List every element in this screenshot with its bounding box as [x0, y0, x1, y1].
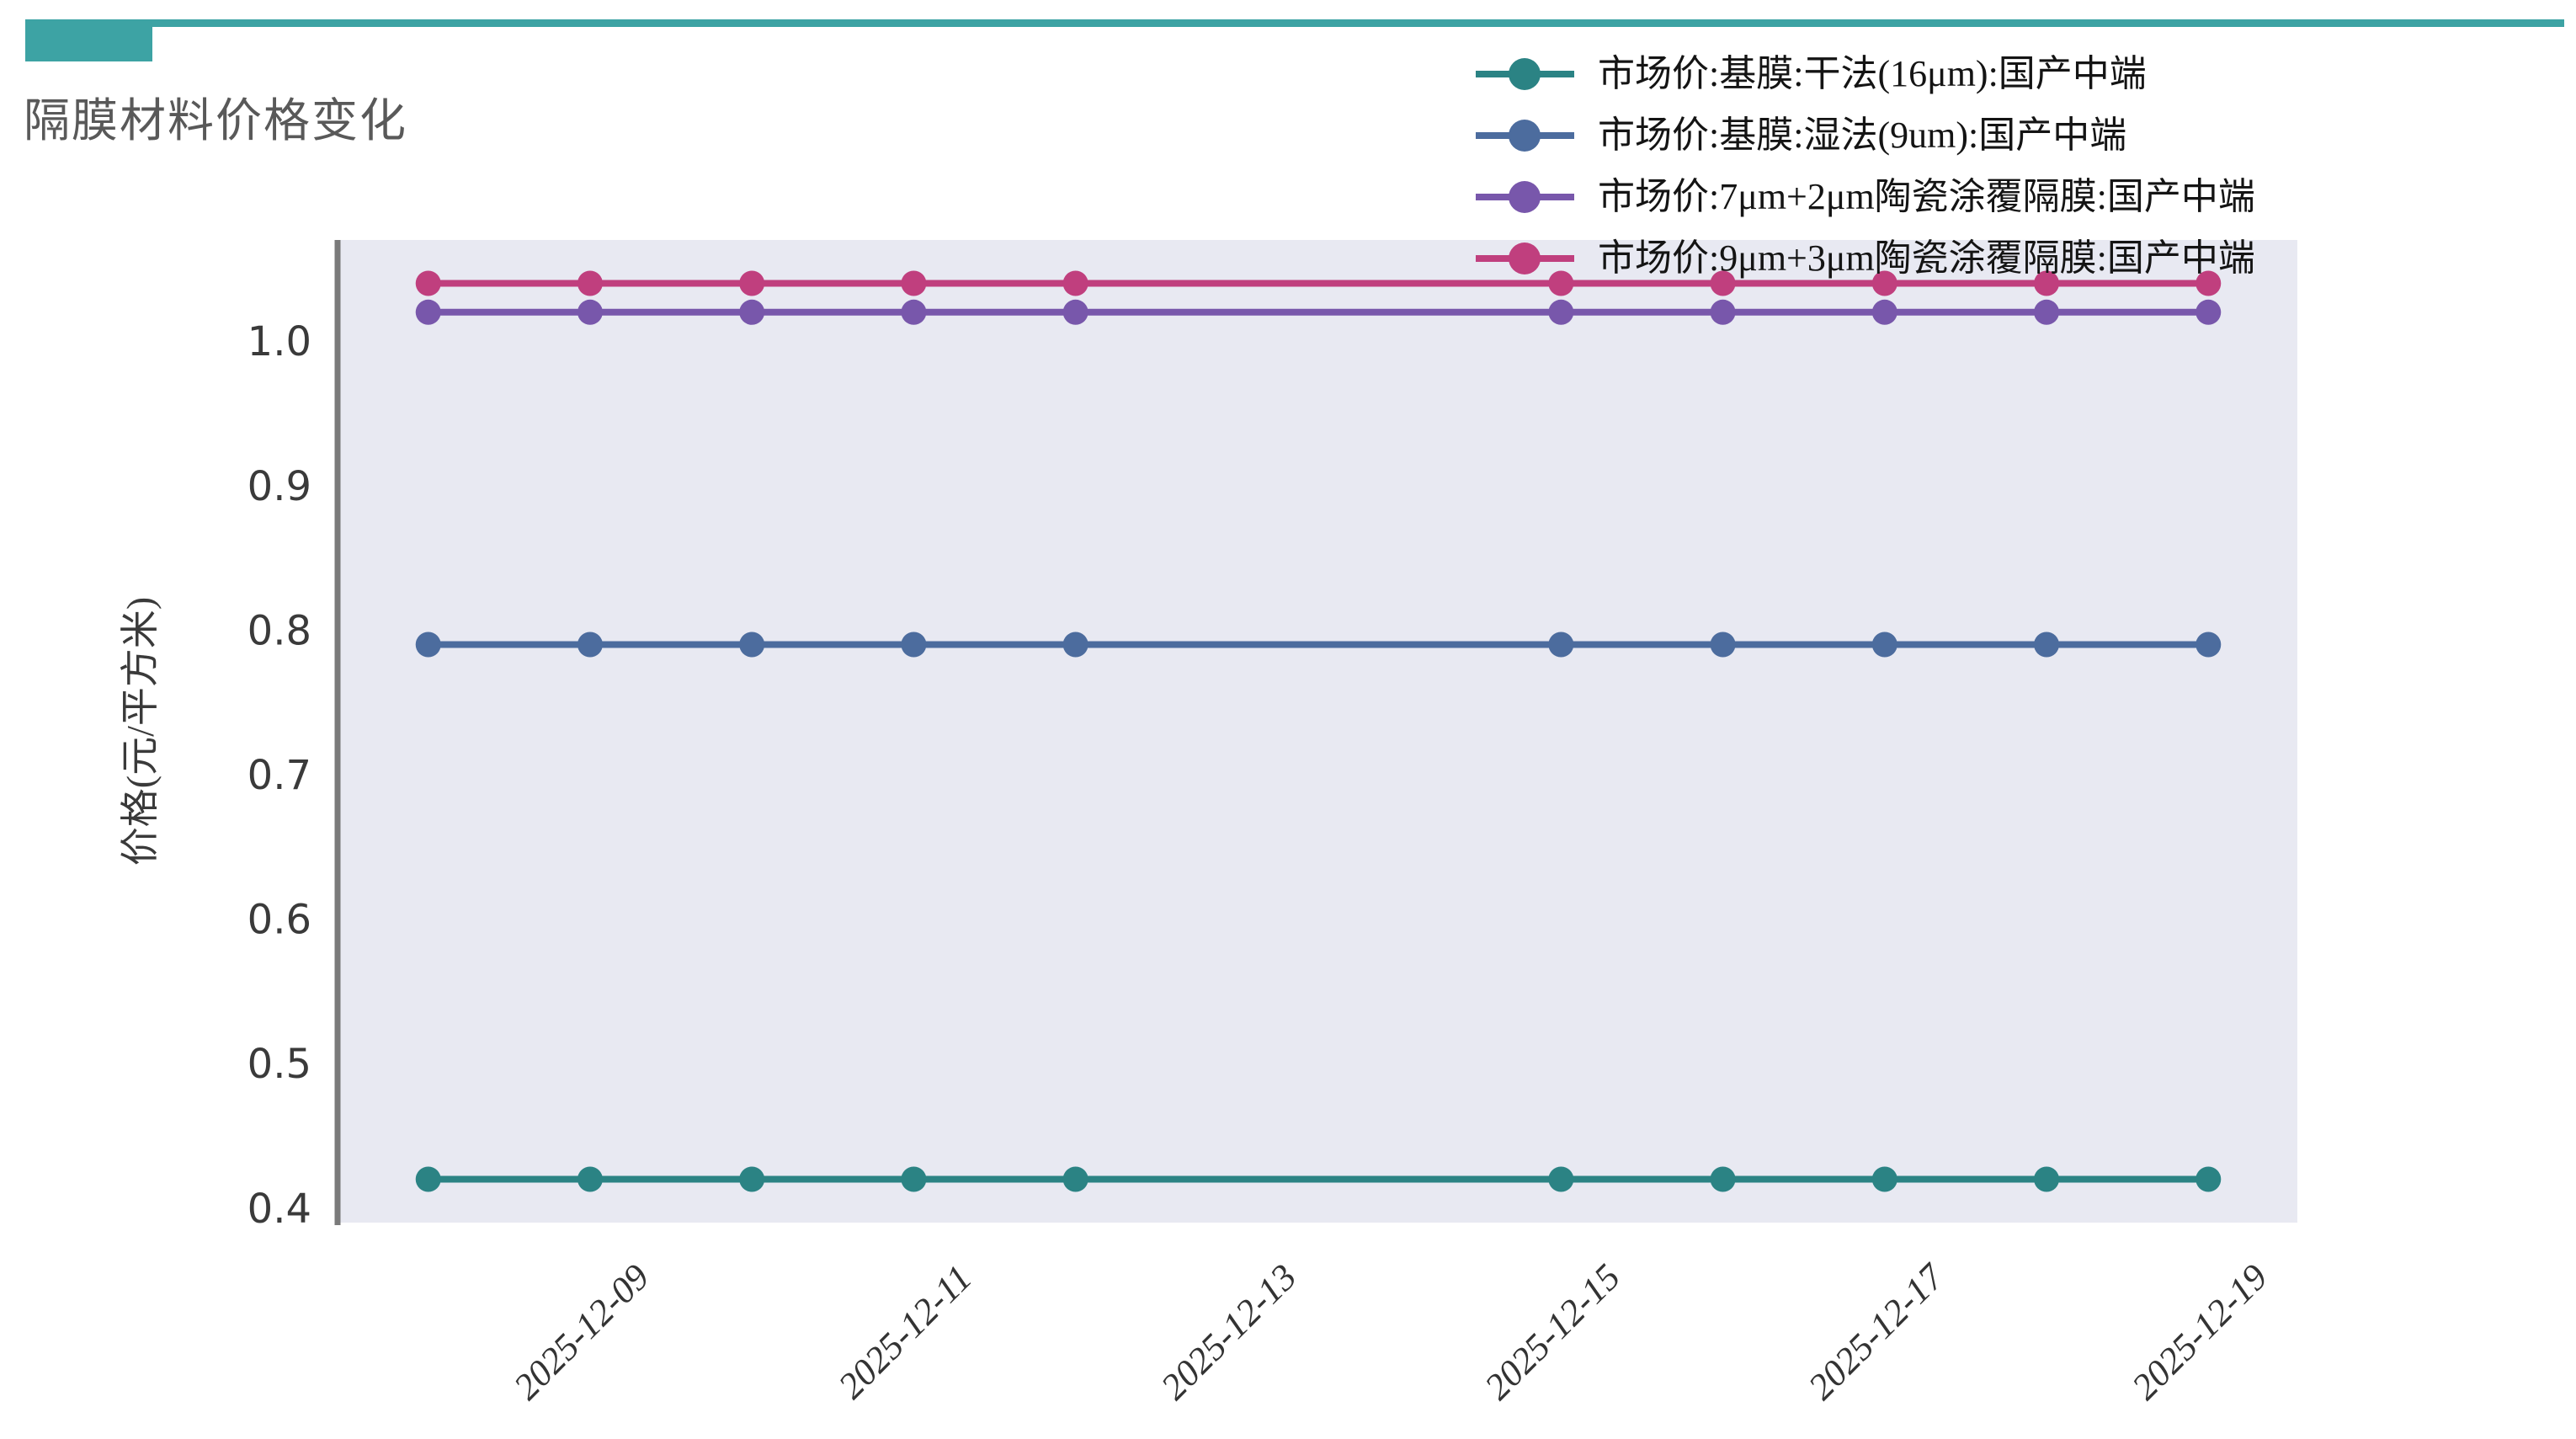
chart-title: 隔膜材料价格变化	[24, 95, 408, 147]
x-tick-label: 2025-12-09	[506, 1256, 657, 1408]
y-tick-label: 0.8	[247, 607, 311, 654]
data-point-marker	[1548, 632, 1574, 658]
data-point-marker	[901, 299, 927, 325]
data-point-marker	[1062, 1166, 1088, 1192]
data-point-marker	[2034, 270, 2060, 296]
y-axis-tick-labels: 0.4 0.5 0.6 0.7 0.8 0.9 1.0	[247, 318, 311, 1233]
data-point-marker	[1062, 270, 1088, 296]
y-tick-label: 0.9	[247, 463, 311, 510]
y-tick-label: 0.7	[247, 752, 311, 799]
x-tick-label: 2025-12-19	[2124, 1256, 2275, 1408]
data-point-marker	[901, 1166, 927, 1192]
plot-area	[339, 240, 2297, 1223]
y-tick-label: 0.4	[247, 1186, 311, 1233]
y-tick-label: 0.6	[247, 897, 311, 944]
data-point-marker	[2034, 1166, 2060, 1192]
data-point-marker	[1710, 632, 1736, 658]
data-point-marker	[2195, 632, 2222, 658]
data-point-marker	[415, 270, 441, 296]
x-tick-label: 2025-12-13	[1153, 1256, 1305, 1408]
series-0	[415, 1166, 2222, 1192]
accent-top-line	[25, 19, 2564, 27]
data-point-marker	[739, 270, 765, 296]
data-point-marker	[739, 632, 765, 658]
data-point-marker	[1710, 299, 1736, 325]
data-point-marker	[577, 632, 603, 658]
data-point-marker	[415, 632, 441, 658]
data-point-marker	[739, 299, 765, 325]
data-point-marker	[577, 299, 603, 325]
data-point-marker	[1871, 632, 1897, 658]
data-point-marker	[1710, 270, 1736, 296]
data-point-marker	[1710, 1166, 1736, 1192]
data-point-marker	[1871, 270, 1897, 296]
data-point-marker	[1871, 299, 1897, 325]
series-2	[415, 299, 2222, 325]
y-tick-label: 0.5	[247, 1041, 311, 1088]
series-3	[415, 270, 2222, 296]
data-point-marker	[2195, 270, 2222, 296]
x-tick-label: 2025-12-15	[1477, 1256, 1628, 1408]
data-point-marker	[415, 1166, 441, 1192]
x-axis-tick-labels: 2025-12-09 2025-12-11 2025-12-13 2025-12-15…	[506, 1255, 2275, 1407]
data-point-marker	[2034, 299, 2060, 325]
data-point-marker	[1062, 299, 1088, 325]
data-point-marker	[1548, 299, 1574, 325]
data-point-marker	[1548, 270, 1574, 296]
data-point-marker	[1062, 632, 1088, 658]
data-point-marker	[415, 299, 441, 325]
data-point-marker	[2195, 299, 2222, 325]
data-point-marker	[2195, 1166, 2222, 1192]
data-point-marker	[739, 1166, 765, 1192]
accent-top-block	[25, 19, 152, 61]
series-1	[415, 632, 2222, 658]
data-point-marker	[901, 270, 927, 296]
data-point-marker	[2034, 632, 2060, 658]
data-point-marker	[1548, 1166, 1574, 1192]
data-point-marker	[577, 270, 603, 296]
y-tick-label: 1.0	[247, 318, 311, 365]
x-tick-label: 2025-12-11	[830, 1257, 980, 1407]
data-point-marker	[1871, 1166, 1897, 1192]
y-axis-label: 价格(元/平方米)	[119, 597, 162, 866]
x-tick-label: 2025-12-17	[1801, 1255, 1953, 1407]
data-point-marker	[577, 1166, 603, 1192]
data-point-marker	[901, 632, 927, 658]
